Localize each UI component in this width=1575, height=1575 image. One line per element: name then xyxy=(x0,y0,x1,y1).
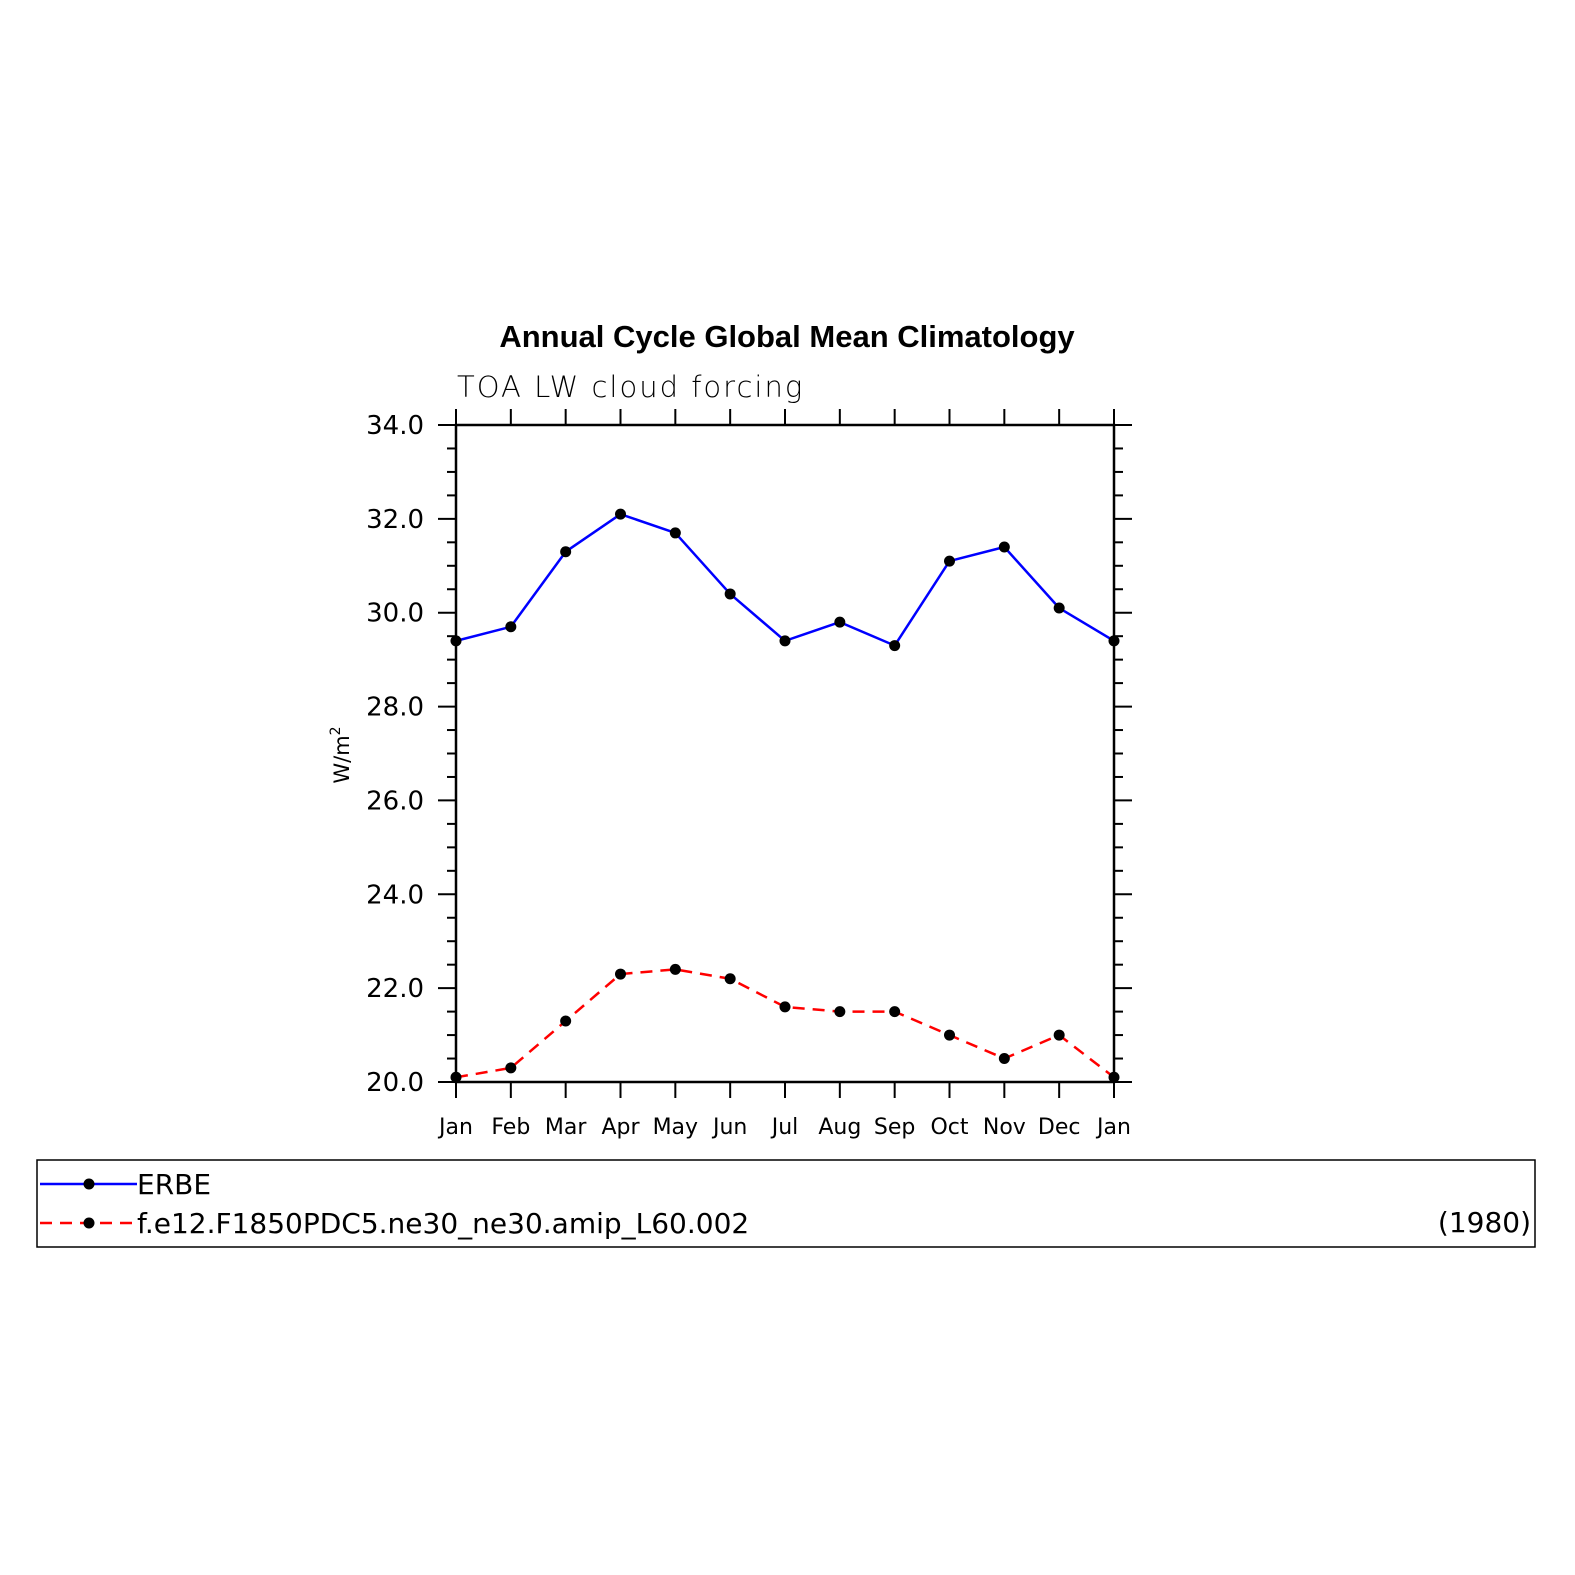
data-point xyxy=(724,973,736,985)
legend-label: f.e12.F1850PDC5.ne30_ne30.amip_L60.002 xyxy=(137,1207,749,1240)
data-point xyxy=(834,616,846,628)
x-tick-label: Nov xyxy=(983,1115,1026,1140)
x-tick-label: Dec xyxy=(1038,1115,1081,1140)
data-point xyxy=(1108,1071,1120,1083)
x-tick-label: Sep xyxy=(874,1115,915,1140)
x-tick-labels: Jan Feb Mar Apr May Jun Jul Aug Sep Oct Nov Dec Jan xyxy=(437,1115,1131,1140)
legend: ERBE f.e12.F1850PDC5.ne30_ne30.amip_L60.0… xyxy=(36,1159,1536,1248)
y-tick-label: 34.0 xyxy=(366,411,424,441)
data-point xyxy=(834,1006,846,1018)
data-point xyxy=(450,1071,462,1083)
series-1 xyxy=(450,508,1120,652)
chart-subtitle: TOA LW cloud forcing xyxy=(457,370,804,404)
chart-title: Annual Cycle Global Mean Climatology xyxy=(499,319,1075,354)
y-tick-label: 26.0 xyxy=(366,786,424,816)
legend-entry: f.e12.F1850PDC5.ne30_ne30.amip_L60.002 xyxy=(40,1207,749,1240)
y-axis-label: W/m2 xyxy=(328,726,354,783)
x-tick-label: Jan xyxy=(1095,1115,1131,1140)
y-tick-label: 32.0 xyxy=(366,505,424,535)
x-tick-label: Apr xyxy=(601,1115,640,1140)
x-tick-label: May xyxy=(653,1115,698,1140)
x-tick-label: Jul xyxy=(770,1115,799,1140)
x-tick-label: Jan xyxy=(437,1115,473,1140)
data-point xyxy=(944,1029,955,1041)
data-point xyxy=(669,963,681,975)
data-point xyxy=(998,541,1010,553)
y-tick-label: 30.0 xyxy=(366,599,424,629)
data-point xyxy=(998,1053,1010,1065)
data-point xyxy=(560,1015,572,1027)
data-point xyxy=(779,1001,791,1013)
series-line xyxy=(455,512,1115,647)
y-tick-labels: 20.0 22.0 24.0 26.0 28.0 30.0 32.0 34.0 xyxy=(366,411,424,1098)
x-tick-label: Oct xyxy=(930,1115,968,1140)
data-point xyxy=(560,546,572,558)
y-tick-label: 28.0 xyxy=(366,693,424,723)
legend-entry: ERBE xyxy=(40,1168,211,1201)
series-layer xyxy=(450,508,1120,1083)
y-tick-label: 20.0 xyxy=(366,1068,424,1098)
data-point xyxy=(615,968,626,980)
series-line xyxy=(455,968,1115,1079)
data-point xyxy=(505,1062,517,1074)
data-point xyxy=(944,555,955,567)
data-point xyxy=(724,588,736,600)
data-point xyxy=(1053,1029,1065,1041)
data-point xyxy=(1108,635,1120,647)
x-tick-label: Feb xyxy=(491,1115,530,1140)
data-point xyxy=(889,640,901,652)
axes xyxy=(438,409,1132,1098)
legend-label: ERBE xyxy=(137,1168,211,1201)
x-tick-label: Aug xyxy=(818,1115,861,1140)
plot-frame xyxy=(454,423,1116,1084)
legend-marker xyxy=(83,1178,95,1190)
legend-note: (1980) xyxy=(1438,1206,1531,1239)
data-point xyxy=(615,508,626,520)
data-point xyxy=(889,1006,901,1018)
x-tick-label: Mar xyxy=(545,1115,587,1140)
y-tick-label: 24.0 xyxy=(366,880,424,910)
series-2 xyxy=(450,963,1120,1083)
data-point xyxy=(505,621,517,633)
legend-box xyxy=(36,1159,1536,1248)
data-point xyxy=(450,635,462,647)
data-point xyxy=(1053,602,1065,614)
x-tick-label: Jun xyxy=(711,1115,747,1140)
data-point xyxy=(669,527,681,539)
y-tick-label: 22.0 xyxy=(366,974,424,1004)
data-point xyxy=(779,635,791,647)
legend-marker xyxy=(83,1217,95,1229)
